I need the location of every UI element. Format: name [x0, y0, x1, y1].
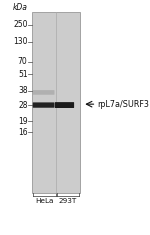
Text: 28: 28 [18, 101, 28, 110]
FancyBboxPatch shape [33, 102, 54, 108]
FancyBboxPatch shape [55, 102, 74, 108]
Text: 70: 70 [18, 57, 28, 66]
Text: 16: 16 [18, 128, 28, 137]
Bar [32, 12, 80, 192]
FancyBboxPatch shape [33, 90, 54, 95]
Text: rpL7a/SURF3: rpL7a/SURF3 [98, 100, 149, 109]
Text: 293T: 293T [59, 198, 77, 204]
Text: HeLa: HeLa [35, 198, 53, 204]
Text: 250: 250 [13, 20, 28, 29]
Text: 51: 51 [18, 70, 28, 79]
Text: kDa: kDa [13, 3, 28, 12]
Text: 19: 19 [18, 117, 28, 126]
Text: 38: 38 [18, 86, 28, 95]
Text: 130: 130 [13, 37, 28, 47]
